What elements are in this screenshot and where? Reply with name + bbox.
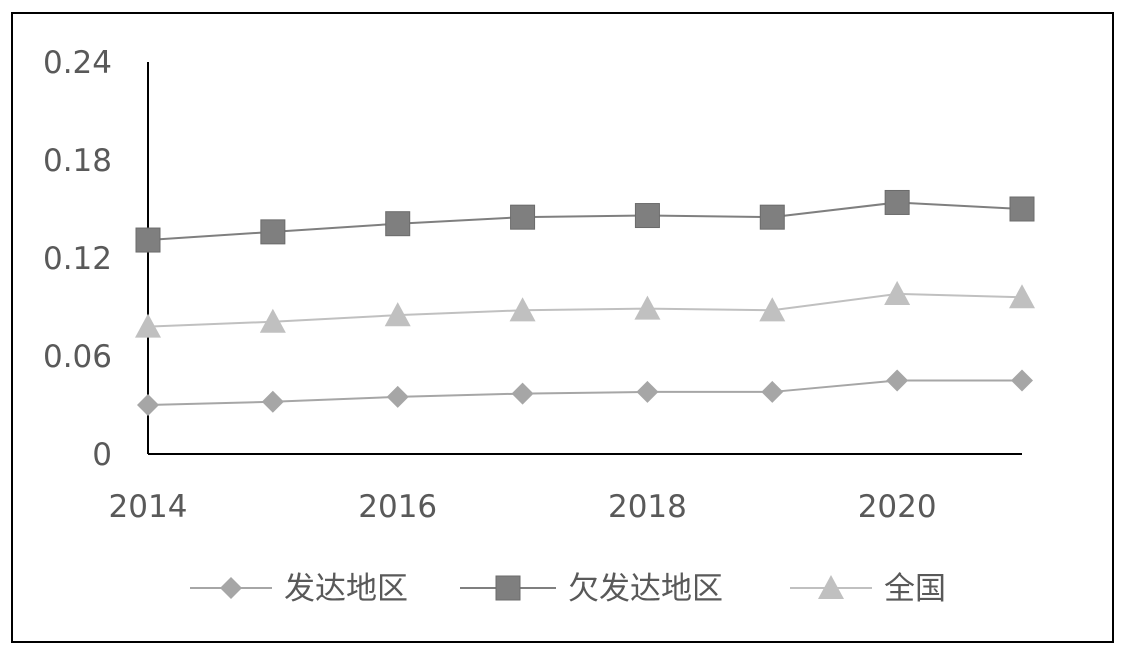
y-tick-label: 0.06 [43,339,112,375]
legend-label: 发达地区 [284,571,408,607]
data-point-triangle [509,297,536,322]
plot-area: 0 0.06 0.12 0.18 0.24 2014 2016 2018 2020 [43,45,1035,525]
y-tick-label: 0.24 [43,45,112,81]
data-point-square [1009,196,1035,222]
series-line-2 [147,201,1023,242]
legend-marker-triangle [818,575,844,600]
series-line-1 [147,379,1022,406]
data-point-square [135,227,161,253]
data-point-diamond [261,390,284,413]
data-point-diamond [386,385,409,408]
data-point-triangle [759,297,786,322]
y-tick-label: 0.18 [43,143,112,179]
data-point-triangle [259,308,286,333]
data-point-diamond [1011,369,1033,392]
y-tick-label: 0.12 [43,241,112,277]
legend-marker-diamond [220,577,242,599]
x-tick-label: 2014 [109,489,188,525]
x-tick-label: 2020 [858,489,937,525]
data-point-triangle [634,295,661,320]
data-point-diamond [886,369,909,392]
legend-label: 全国 [884,571,946,607]
data-point-square [759,204,785,230]
y-tick-label: 0 [92,437,112,473]
data-point-triangle [135,313,161,338]
data-point-diamond [761,380,784,403]
data-point-square [634,203,660,229]
series-line-3 [147,292,1023,328]
data-point-diamond [511,382,534,405]
x-tick-label: 2016 [358,489,437,525]
data-point-triangle [884,280,911,305]
legend-label: 欠发达地区 [568,571,723,607]
legend-marker-square [495,575,521,601]
chart-border [11,12,1114,643]
data-point-square [884,189,910,215]
data-point-triangle [1009,284,1035,309]
data-point-diamond [137,394,159,416]
data-point-triangle [384,302,411,327]
legend: 发达地区 欠发达地区 全国 [190,571,946,607]
x-tick-label: 2018 [608,489,687,525]
data-point-square [510,204,536,230]
data-point-diamond [636,380,659,403]
data-point-square [385,211,411,237]
data-point-square [260,219,286,245]
